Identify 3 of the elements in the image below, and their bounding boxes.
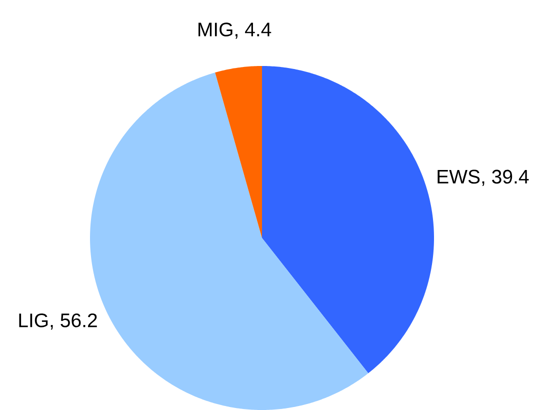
data-label: LIG, 56.2 <box>19 313 97 330</box>
data-label: EWS, 39.4 <box>438 170 529 186</box>
data-label: MIG, 4.4 <box>198 22 272 39</box>
